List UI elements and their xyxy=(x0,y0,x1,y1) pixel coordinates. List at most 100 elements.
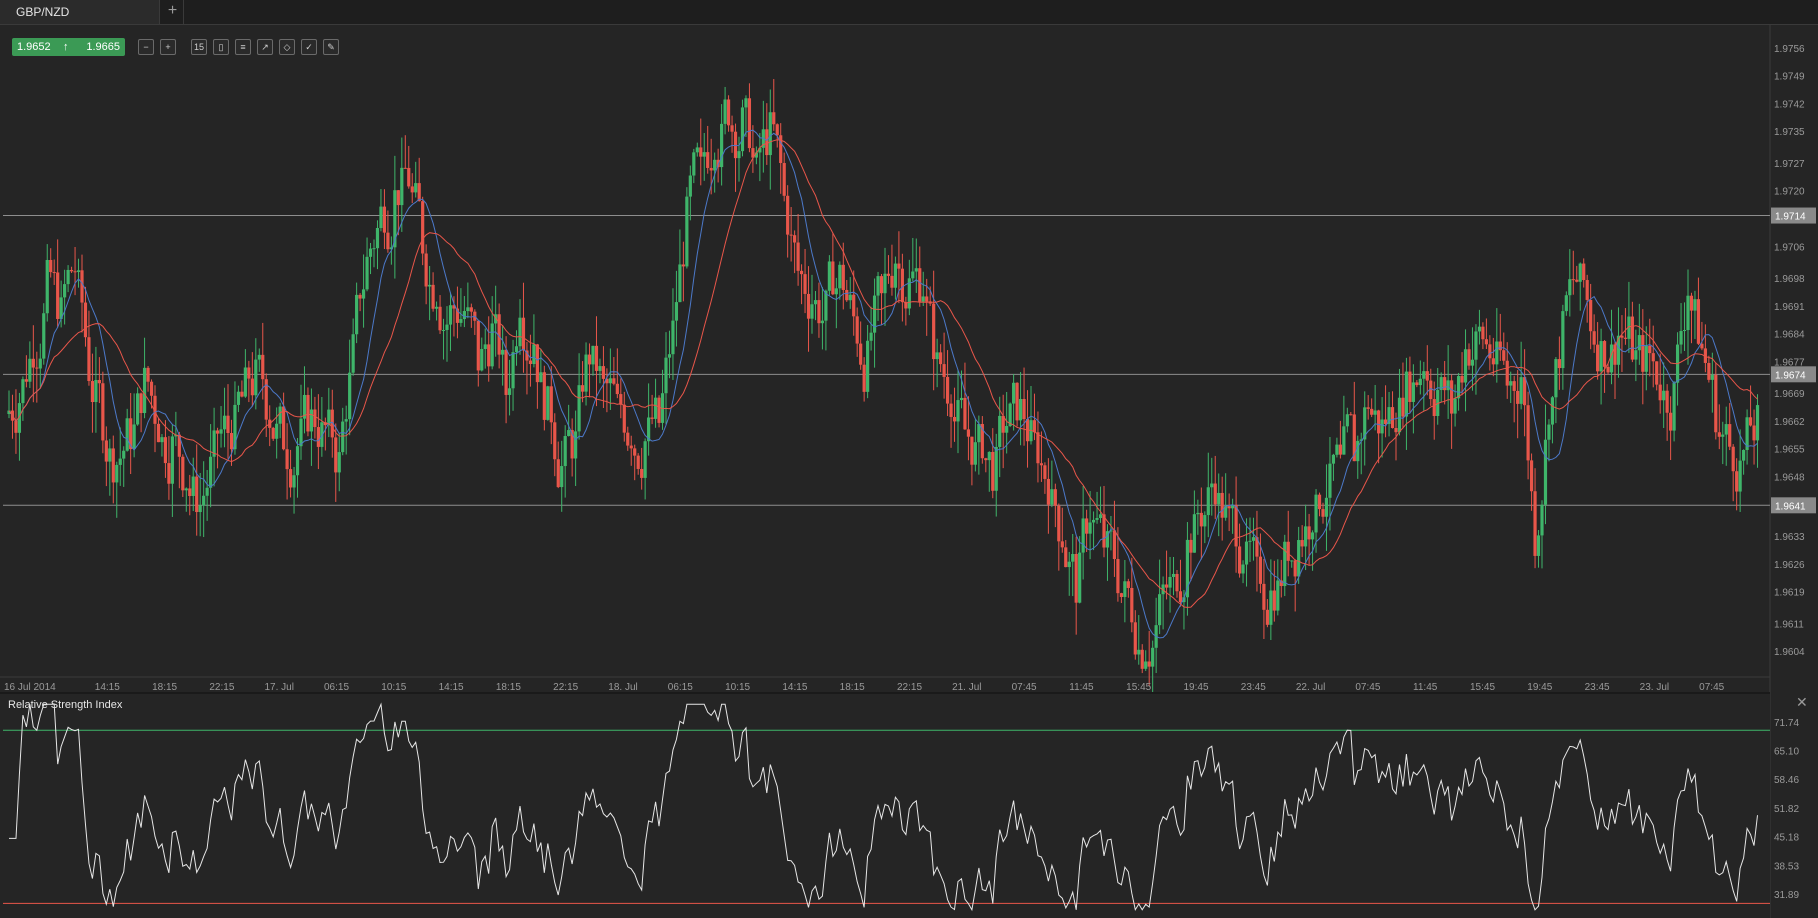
candle-body xyxy=(1171,573,1176,577)
candle-body xyxy=(434,306,439,309)
candle-type-icon[interactable]: ▯ xyxy=(213,39,229,55)
candle-body xyxy=(480,348,484,371)
object-tree-icon[interactable]: ◇ xyxy=(279,39,295,55)
candle-body xyxy=(49,260,53,273)
candle-body xyxy=(1467,349,1471,366)
candle-body xyxy=(1512,381,1516,391)
candle-body xyxy=(1307,526,1311,540)
candle-body xyxy=(674,302,679,321)
arrow-up-icon: ↑ xyxy=(63,41,69,53)
candle-body xyxy=(1450,380,1454,414)
candle-body xyxy=(636,455,640,469)
close-icon[interactable]: ✕ xyxy=(1796,694,1808,710)
pencil-icon[interactable]: ✎ xyxy=(323,39,339,55)
candle-body xyxy=(789,234,793,236)
panel-divider[interactable] xyxy=(0,692,1770,694)
rsi-line xyxy=(9,702,1758,912)
candle-body xyxy=(1540,504,1544,536)
candle-body xyxy=(1283,541,1287,587)
candle-body xyxy=(695,147,699,153)
candle-body xyxy=(942,364,946,377)
candle-body xyxy=(1679,331,1683,345)
candle-body xyxy=(1001,415,1005,433)
candle-body xyxy=(320,422,324,447)
candle-body xyxy=(417,183,421,202)
candle-body xyxy=(1210,483,1214,488)
candle-body xyxy=(1213,483,1217,505)
price-axis[interactable] xyxy=(1770,25,1818,918)
candle-body xyxy=(1578,263,1582,282)
tab-gbpnzd[interactable]: GBP/NZD xyxy=(0,0,160,24)
candle-body xyxy=(188,488,192,496)
candle-body xyxy=(1547,424,1551,440)
candle-body xyxy=(834,288,838,295)
candle-body xyxy=(886,273,891,276)
candle-body xyxy=(410,186,414,193)
candle-body xyxy=(1641,335,1645,372)
candle-body xyxy=(987,451,991,461)
timeframe-icon[interactable]: 15 xyxy=(191,39,207,55)
time-tick-label: 14:15 xyxy=(439,682,464,693)
candle-body xyxy=(1390,407,1395,429)
candle-body xyxy=(688,175,692,197)
candle-body xyxy=(1359,439,1363,441)
candle-body xyxy=(876,276,880,296)
candle-body xyxy=(1234,504,1238,547)
candle-body xyxy=(160,437,164,443)
candle-body xyxy=(1071,554,1075,562)
candle-body xyxy=(1074,554,1078,603)
candle-body xyxy=(476,320,480,371)
candle-body xyxy=(633,448,637,456)
zoom-out-icon[interactable]: − xyxy=(138,39,154,55)
candle-body xyxy=(921,296,925,302)
candle-body xyxy=(560,466,564,488)
candle-body xyxy=(928,301,932,304)
candle-body xyxy=(775,124,779,136)
candle-body xyxy=(647,417,651,442)
candle-body xyxy=(146,367,150,382)
rsi-tick-label: 71.74 xyxy=(1774,718,1799,729)
candle-body xyxy=(713,159,717,171)
candle-body xyxy=(1596,344,1600,372)
candle-body xyxy=(1015,382,1019,421)
candle-body xyxy=(626,432,630,446)
draw-tools-icon[interactable]: ↗ xyxy=(257,39,273,55)
price-tick-label: 1.9684 xyxy=(1774,330,1805,341)
indicators-icon[interactable]: ≡ xyxy=(235,39,251,55)
candle-body xyxy=(323,422,327,426)
candle-body xyxy=(56,272,60,319)
candle-body xyxy=(170,436,174,484)
rsi-tick-label: 58.46 xyxy=(1774,775,1799,786)
candle-body xyxy=(1043,465,1047,479)
price-tick-label: 1.9677 xyxy=(1774,357,1805,368)
candle-body xyxy=(278,406,282,424)
price-tick-label: 1.9604 xyxy=(1774,647,1805,658)
candle-body xyxy=(650,417,654,419)
candle-body xyxy=(803,274,807,294)
ask-price: 1.9665 xyxy=(86,41,120,53)
add-tab-button[interactable]: + xyxy=(162,0,184,24)
candle-body xyxy=(1394,428,1398,433)
candle-body xyxy=(796,242,800,271)
candle-body xyxy=(1425,371,1429,381)
candle-body xyxy=(73,271,77,273)
level-price-badge xyxy=(1771,497,1816,514)
candle-body xyxy=(1488,344,1492,359)
template-icon[interactable]: ✓ xyxy=(301,39,317,55)
candle-body xyxy=(518,317,522,347)
time-tick-label: 19:45 xyxy=(1527,682,1552,693)
candle-body xyxy=(1742,450,1746,461)
candle-body xyxy=(212,430,216,457)
candle-body xyxy=(1606,366,1610,373)
candle-body xyxy=(1342,426,1346,455)
zoom-in-icon[interactable]: + xyxy=(160,39,176,55)
candle-body xyxy=(1203,515,1207,527)
candle-body xyxy=(1290,560,1294,562)
price-tick-label: 1.9698 xyxy=(1774,274,1805,285)
candle-body xyxy=(428,284,432,287)
candle-body xyxy=(316,427,320,447)
candle-body xyxy=(747,98,752,149)
candle-body xyxy=(549,386,553,423)
candle-body xyxy=(563,436,567,467)
